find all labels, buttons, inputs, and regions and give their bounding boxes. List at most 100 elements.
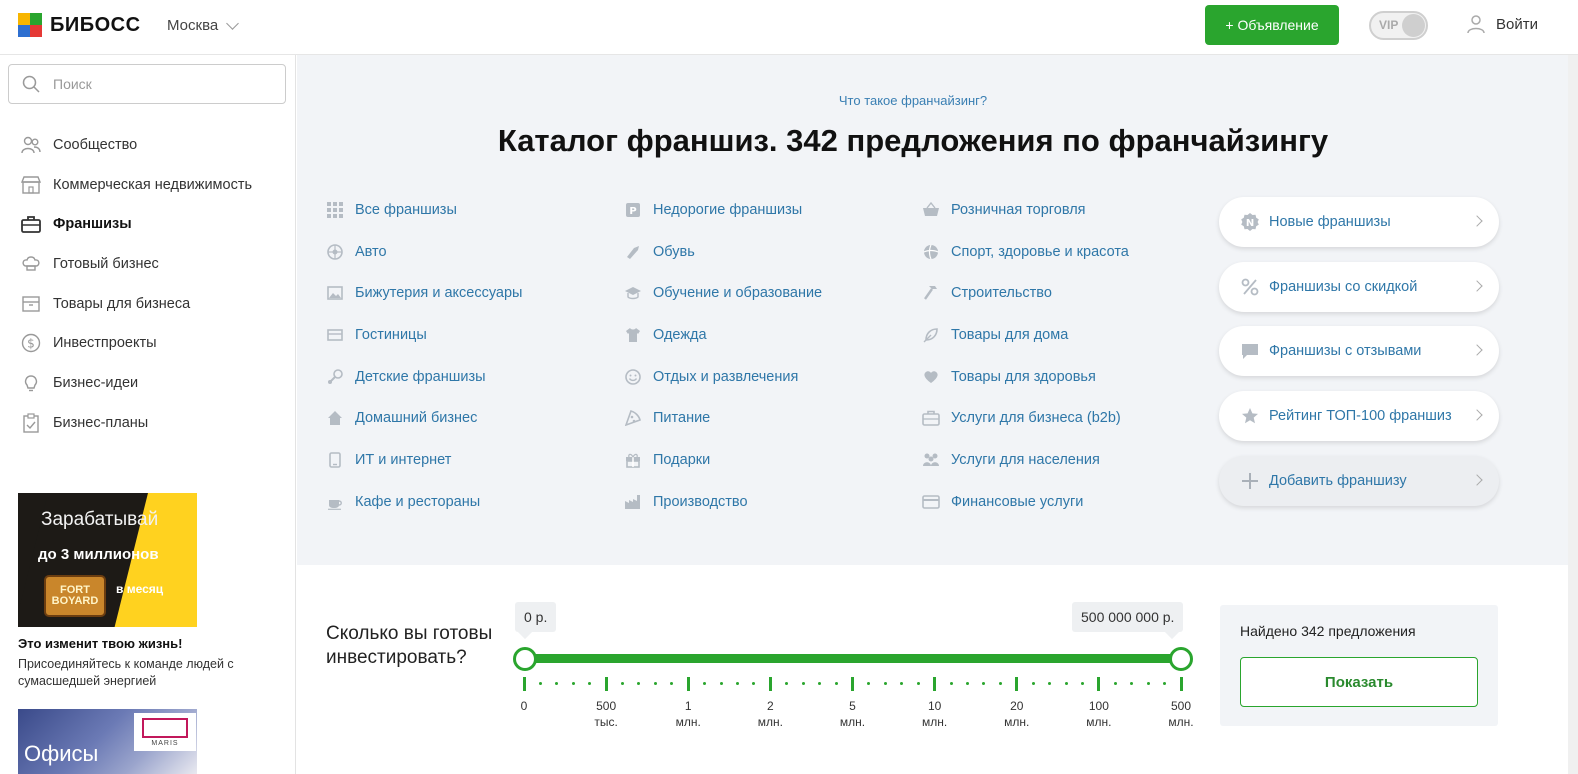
category-leisure[interactable]: Отдых и развлечения bbox=[624, 356, 822, 398]
sidebar-item-business-plans[interactable]: Бизнес-планы bbox=[0, 403, 296, 443]
reviewed-franchises-button[interactable]: Франшизы с отзывами bbox=[1219, 326, 1499, 377]
scale-tick bbox=[604, 677, 608, 691]
scale-dot bbox=[1130, 682, 1134, 685]
scale-dot bbox=[982, 682, 986, 685]
sidebar-item-business-goods[interactable]: Товары для бизнеса bbox=[0, 284, 296, 324]
category-food[interactable]: Питание bbox=[624, 397, 822, 439]
new-franchises-button[interactable]: N Новые франшизы bbox=[1219, 197, 1499, 247]
city-selector[interactable]: Москва bbox=[167, 16, 240, 34]
image-icon bbox=[326, 284, 344, 302]
scale-tick bbox=[686, 677, 690, 691]
category-gifts[interactable]: Подарки bbox=[624, 439, 822, 481]
category-label: Отдых и развлечения bbox=[653, 368, 799, 385]
maris-logo-mark bbox=[142, 717, 188, 738]
plus-icon bbox=[1239, 470, 1261, 492]
scale-tick bbox=[1179, 677, 1183, 691]
fort-boyard-logo: FORT BOYARD bbox=[44, 575, 106, 617]
category-home-business[interactable]: Домашний бизнес bbox=[326, 397, 522, 439]
catalog-section: Что такое франчайзинг? Каталог франшиз. … bbox=[297, 55, 1568, 565]
category-home-goods[interactable]: Товары для дома bbox=[922, 314, 1129, 356]
category-retail[interactable]: Розничная торговля bbox=[922, 189, 1129, 231]
page-scrollbar[interactable] bbox=[1568, 55, 1578, 774]
sidebar-item-label: Коммерческая недвижимость bbox=[53, 176, 253, 193]
lightbulb-icon bbox=[20, 372, 42, 394]
promo-banner-line3: в месяц bbox=[116, 582, 164, 596]
scale-label: 10 млн. bbox=[910, 698, 960, 730]
sidebar-item-community[interactable]: Сообщество bbox=[0, 125, 296, 165]
logo[interactable]: БИБОСС bbox=[18, 13, 141, 37]
search-icon bbox=[22, 75, 40, 93]
what-is-franchising-link[interactable]: Что такое франчайзинг? bbox=[838, 93, 988, 108]
add-ad-button[interactable]: + Объявление bbox=[1205, 5, 1339, 45]
scale-dot bbox=[1048, 682, 1052, 685]
promo-banner-offices[interactable]: Офисы MARIS bbox=[18, 709, 197, 774]
sidebar-item-business-ideas[interactable]: Бизнес-идеи bbox=[0, 363, 296, 403]
vip-toggle[interactable]: VIP bbox=[1369, 11, 1428, 40]
scale-dot bbox=[621, 682, 625, 685]
range-min-handle[interactable] bbox=[513, 647, 537, 671]
show-button[interactable]: Показать bbox=[1240, 657, 1478, 707]
promo-banner-offices-text: Офисы bbox=[24, 741, 99, 766]
logo-text: БИБОСС bbox=[50, 13, 141, 36]
discount-franchises-button[interactable]: Франшизы со скидкой bbox=[1219, 261, 1499, 312]
briefcase-icon bbox=[922, 409, 940, 427]
category-education[interactable]: Обучение и образование bbox=[624, 272, 822, 314]
category-cheap[interactable]: P Недорогие франшизы bbox=[624, 189, 822, 231]
investment-question: Сколько вы готовы инвестировать? bbox=[326, 623, 493, 668]
category-cafes[interactable]: Кафе и рестораны bbox=[326, 481, 522, 523]
category-column-3: Розничная торговля Спорт, здоровье и кра… bbox=[922, 189, 1129, 523]
category-construction[interactable]: Строительство bbox=[922, 272, 1129, 314]
category-b2b[interactable]: Услуги для бизнеса (b2b) bbox=[922, 397, 1129, 439]
scale-label: 100 млн. bbox=[1074, 698, 1124, 730]
top100-rating-button[interactable]: Рейтинг ТОП-100 франшиз bbox=[1219, 391, 1499, 442]
grid-icon bbox=[326, 201, 344, 219]
login-button[interactable]: Войти bbox=[1466, 14, 1538, 34]
category-manufacturing[interactable]: Производство bbox=[624, 481, 822, 523]
sidebar-item-label: Товары для бизнеса bbox=[53, 295, 191, 312]
scale-tick bbox=[851, 677, 854, 691]
category-sport-health-beauty[interactable]: Спорт, здоровье и красота bbox=[922, 231, 1129, 273]
category-jewelry[interactable]: Бижутерия и аксессуары bbox=[326, 272, 522, 314]
category-shoes[interactable]: Обувь bbox=[624, 231, 822, 273]
sidebar-item-commercial-realty[interactable]: Коммерческая недвижимость bbox=[0, 165, 296, 205]
category-label: Обучение и образование bbox=[653, 285, 823, 302]
category-it[interactable]: ИТ и интернет bbox=[326, 439, 522, 481]
search-box bbox=[8, 64, 286, 104]
category-label: Услуги для бизнеса (b2b) bbox=[951, 410, 1121, 427]
category-consumer-services[interactable]: Услуги для населения bbox=[922, 439, 1129, 481]
search-input[interactable] bbox=[53, 74, 273, 94]
sidebar-item-label: Бизнес-планы bbox=[53, 414, 149, 431]
scale-dot bbox=[834, 682, 838, 685]
page-title: Каталог франшиз. 342 предложения по фран… bbox=[497, 123, 1329, 158]
category-clothing[interactable]: Одежда bbox=[624, 314, 822, 356]
sidebar-item-ready-business[interactable]: Готовый бизнес bbox=[0, 244, 296, 284]
scale-value: 2 bbox=[767, 699, 774, 713]
scale-value: 100 bbox=[1088, 699, 1109, 713]
scale-tick bbox=[522, 677, 526, 691]
category-hotels[interactable]: Гостиницы bbox=[326, 314, 522, 356]
hotel-icon bbox=[326, 326, 344, 344]
sidebar-item-investments[interactable]: $ Инвестпроекты bbox=[0, 323, 296, 363]
min-value-tag: 0 р. bbox=[515, 602, 557, 632]
phone-icon bbox=[326, 451, 344, 469]
promo-banner-fort-boyard[interactable]: Зарабатывай до 3 миллионов FORT BOYARD в… bbox=[18, 493, 197, 627]
gift-icon bbox=[624, 451, 642, 469]
scale-dot bbox=[1113, 682, 1117, 685]
scale-dot bbox=[703, 682, 707, 685]
category-auto[interactable]: Авто bbox=[326, 231, 522, 273]
category-label: Финансовые услуги bbox=[951, 493, 1084, 510]
category-all[interactable]: Все франшизы bbox=[326, 189, 522, 231]
category-health-goods[interactable]: Товары для здоровья bbox=[922, 356, 1129, 398]
svg-text:P: P bbox=[629, 206, 636, 217]
new-badge-icon: N bbox=[1239, 211, 1261, 233]
range-track[interactable] bbox=[524, 654, 1181, 663]
category-financial[interactable]: Финансовые услуги bbox=[922, 481, 1129, 523]
shoe-icon bbox=[624, 243, 642, 261]
range-max-handle[interactable] bbox=[1169, 647, 1193, 671]
promo-heading[interactable]: Это изменит твою жизнь! bbox=[18, 636, 183, 651]
add-franchise-button[interactable]: Добавить франшизу bbox=[1219, 455, 1499, 506]
sidebar-item-franchises[interactable]: Франшизы bbox=[0, 204, 296, 244]
category-kids[interactable]: Детские франшизы bbox=[326, 356, 522, 398]
sidebar-item-label: Готовый бизнес bbox=[53, 255, 159, 272]
scale-dot bbox=[719, 682, 723, 685]
